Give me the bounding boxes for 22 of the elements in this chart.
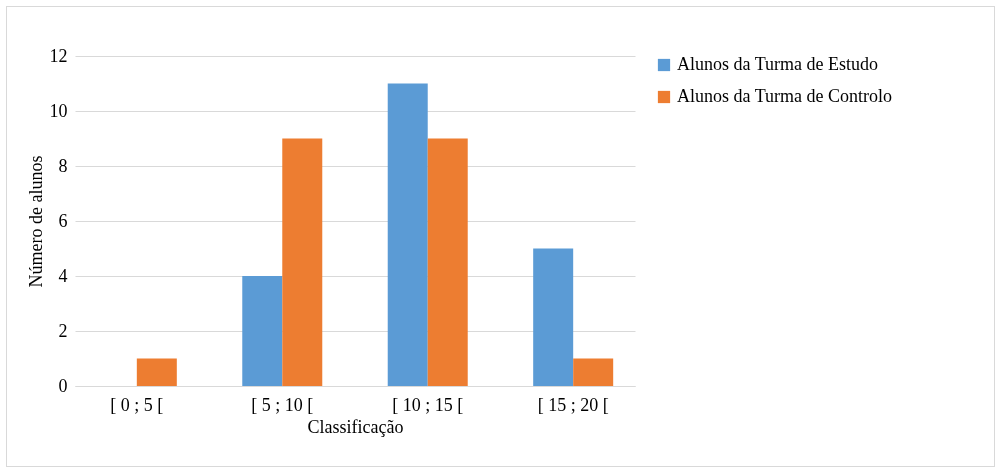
bar — [427, 138, 468, 386]
y-tick-label: 4 — [58, 265, 68, 286]
y-tick-label: 2 — [58, 320, 68, 341]
bar — [242, 276, 283, 386]
y-tick-label: 10 — [49, 100, 68, 121]
bar — [136, 358, 177, 386]
y-tick-label: 8 — [58, 155, 68, 176]
legend-label: Alunos da Turma de Controlo — [677, 86, 893, 106]
bar — [533, 248, 574, 386]
x-tick-label: [ 15 ; 20 [ — [537, 394, 609, 415]
y-axis-title: Número de alunos — [25, 155, 46, 288]
x-tick-label: [ 0 ; 5 [ — [110, 394, 164, 415]
y-tick-label: 12 — [49, 45, 68, 66]
x-tick-label: [ 10 ; 15 [ — [392, 394, 464, 415]
bar — [282, 138, 323, 386]
bar — [573, 358, 614, 386]
y-tick-label: 0 — [58, 375, 68, 396]
bar — [387, 83, 428, 386]
x-axis-title: Classificação — [307, 416, 404, 437]
y-tick-label: 6 — [58, 210, 68, 231]
x-tick-label: [ 5 ; 10 [ — [251, 394, 314, 415]
legend-label: Alunos da Turma de Estudo — [677, 54, 879, 74]
